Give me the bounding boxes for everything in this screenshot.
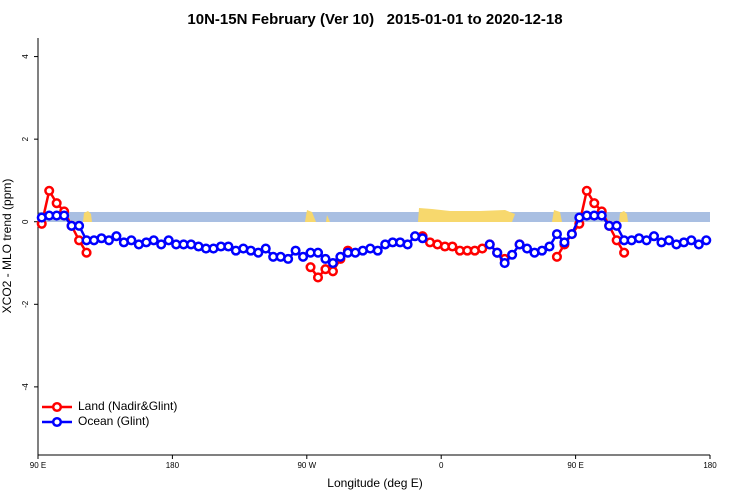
data-point <box>417 233 428 244</box>
ocean-band <box>38 212 710 222</box>
x-tick-label: 90 E <box>567 461 583 470</box>
data-point <box>59 210 70 221</box>
data-point <box>492 247 503 258</box>
data-point <box>148 235 159 246</box>
data-point <box>283 253 294 264</box>
data-point <box>163 235 174 246</box>
data-point <box>499 257 510 269</box>
data-point <box>648 231 660 242</box>
legend: Land (Nadir&Glint)Ocean (Glint) <box>42 399 177 428</box>
data-point <box>484 239 495 250</box>
data-point <box>663 235 674 246</box>
y-tick-label: -4 <box>21 383 30 391</box>
data-point <box>320 253 331 264</box>
y-tick-label: -2 <box>21 300 30 308</box>
data-point <box>103 235 114 246</box>
y-axis-label: XCO2 - MLO trend (ppm) <box>0 179 14 314</box>
data-point <box>44 185 55 196</box>
data-point <box>551 251 562 262</box>
data-point <box>253 247 264 258</box>
data-point <box>686 235 697 246</box>
data-point <box>566 229 577 240</box>
data-point <box>51 198 62 209</box>
chart-title: 10N-15N February (Ver 10) 2015-01-01 to … <box>187 11 562 28</box>
data-point <box>693 239 704 250</box>
x-tick-label: 180 <box>703 461 717 470</box>
data-point <box>372 245 383 256</box>
data-point <box>544 241 555 252</box>
land-patch <box>619 211 628 222</box>
y-tick-label: 2 <box>21 136 30 141</box>
legend-marker <box>51 401 63 413</box>
land-patch <box>305 210 316 222</box>
data-point <box>111 231 122 242</box>
data-point <box>536 245 548 256</box>
x-tick-label: 0 <box>439 461 444 470</box>
data-point <box>551 229 562 240</box>
data-point <box>611 220 622 231</box>
data-point <box>260 243 271 254</box>
land-patch <box>552 210 562 222</box>
data-point <box>559 237 570 248</box>
data-point <box>581 185 592 196</box>
data-point <box>312 247 324 258</box>
data-point <box>290 245 301 256</box>
legend-label: Ocean (Glint) <box>78 414 149 428</box>
land-patch <box>418 208 515 222</box>
data-point <box>156 239 167 250</box>
land-patch <box>326 215 330 222</box>
legend-marker <box>51 416 63 428</box>
data-point <box>507 249 518 260</box>
data-point <box>298 251 309 262</box>
x-tick-label: 180 <box>166 461 180 470</box>
data-point <box>305 262 316 273</box>
legend-label: Land (Nadir&Glint) <box>78 399 177 413</box>
data-point <box>619 247 630 258</box>
data-point <box>589 198 600 209</box>
data-point <box>477 243 488 254</box>
land-ocean-band <box>38 208 710 222</box>
y-tick-label: 0 <box>21 219 30 224</box>
data-point <box>514 239 525 250</box>
data-point <box>402 239 413 250</box>
x-tick-label: 90 E <box>30 461 46 470</box>
data-point <box>223 241 234 252</box>
data-point <box>701 235 712 246</box>
y-tick-label: 4 <box>21 54 30 59</box>
data-point <box>74 220 85 231</box>
data-point <box>126 235 137 246</box>
data-point <box>81 247 92 258</box>
data-point <box>335 251 346 262</box>
data-point <box>327 266 338 277</box>
x-axis-label: Longitude (deg E) <box>327 476 422 490</box>
x-tick-label: 90 W <box>297 461 316 470</box>
data-point <box>312 272 324 283</box>
data-point <box>522 243 533 254</box>
data-point <box>327 257 338 269</box>
data-point <box>447 241 458 252</box>
data-point <box>641 235 652 246</box>
land-patch <box>83 211 92 222</box>
data-point <box>596 210 607 221</box>
